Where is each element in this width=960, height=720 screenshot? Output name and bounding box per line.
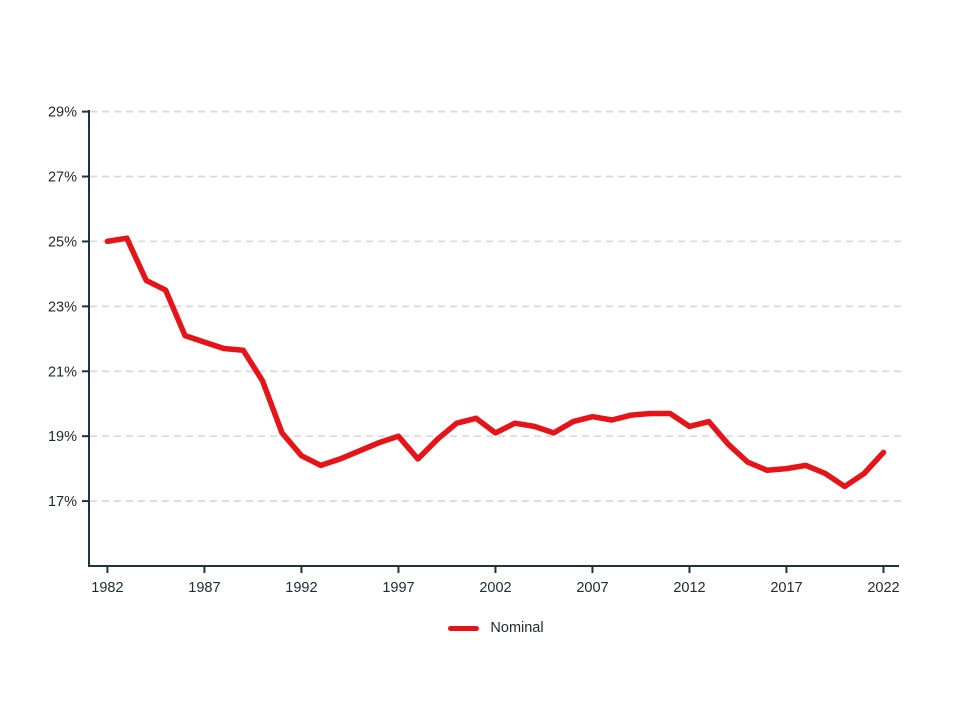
x-tick-label-2022: 2022 [867, 580, 899, 596]
y-tick-label-17: 17% [48, 494, 77, 510]
x-tick-label-2002: 2002 [479, 580, 511, 596]
x-tick-label-1987: 1987 [188, 580, 220, 596]
y-tick-label-25: 25% [48, 234, 77, 250]
series-line-nominal [104, 235, 887, 490]
x-tick-label-2017: 2017 [770, 580, 802, 596]
y-tick-label-27: 27% [48, 170, 77, 186]
y-tick-label-23: 23% [48, 299, 77, 315]
x-tick-label-1997: 1997 [382, 580, 414, 596]
y-tick-label-21: 21% [48, 364, 77, 380]
y-tick-label-19: 19% [48, 429, 77, 445]
x-tick-label-1992: 1992 [285, 580, 317, 596]
x-tick-label-2012: 2012 [673, 580, 705, 596]
x-tick-label-2007: 2007 [576, 580, 608, 596]
y-tick-label-29: 29% [48, 105, 77, 121]
x-tick-label-1982: 1982 [91, 580, 123, 596]
